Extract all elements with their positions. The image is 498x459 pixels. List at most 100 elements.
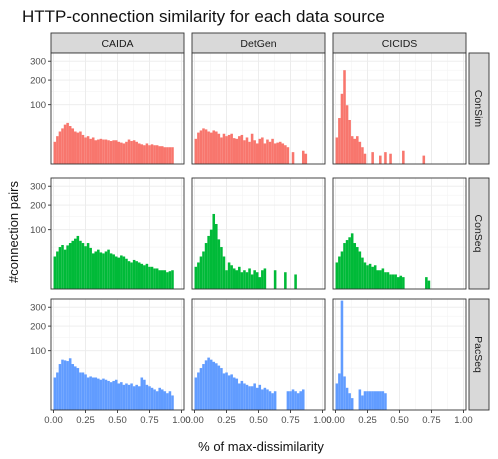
histogram-bar — [137, 143, 141, 164]
histogram-bar — [278, 141, 282, 164]
histogram-bar — [122, 384, 126, 410]
y-axis-label: #connection pairs — [6, 181, 21, 283]
histogram-bar — [168, 147, 172, 164]
histogram-bar — [366, 391, 369, 410]
histogram-bar — [122, 256, 126, 289]
histogram-bar — [125, 258, 128, 289]
histogram-bar — [112, 254, 115, 289]
histogram-bar — [127, 261, 131, 289]
histogram-bar — [394, 274, 397, 289]
histogram-bar — [163, 147, 167, 164]
histogram-bar — [102, 139, 105, 164]
histogram-bar — [56, 136, 59, 164]
histogram-bar — [291, 389, 295, 410]
histogram-bar — [222, 373, 226, 410]
panel-border — [191, 177, 326, 290]
histogram-bar — [225, 136, 228, 164]
x-tick-label: 0.25 — [76, 415, 95, 426]
panel-border — [332, 177, 467, 290]
histogram-bar — [338, 256, 341, 289]
histogram-bar — [255, 143, 259, 164]
histogram-bar — [215, 131, 218, 164]
histogram-bar — [381, 391, 385, 410]
histogram-bar — [66, 245, 69, 289]
histogram-bar — [61, 128, 64, 164]
histogram-bar — [125, 383, 128, 410]
panel-border — [332, 52, 467, 165]
histogram-bar — [61, 244, 64, 289]
histogram-bar — [250, 133, 254, 164]
histogram-bar — [356, 247, 359, 289]
histogram-bar — [204, 243, 208, 289]
histogram-bar — [79, 372, 82, 410]
histogram-bar — [143, 145, 146, 164]
panel-border — [191, 52, 326, 165]
histogram-bar — [158, 387, 161, 410]
histogram-bar — [240, 272, 244, 289]
histogram-bar — [76, 132, 80, 164]
histogram-bar — [166, 272, 169, 289]
histogram-bar — [68, 358, 72, 410]
histogram-bar — [63, 124, 67, 164]
histogram-bar — [91, 253, 95, 289]
histogram-bar — [389, 274, 392, 289]
histogram-bar — [143, 379, 146, 410]
histogram-bar — [127, 139, 131, 164]
histogram-bar — [294, 274, 297, 289]
histogram-bar — [350, 233, 354, 289]
histogram-bar — [366, 265, 369, 289]
x-tick-label: 0.25 — [217, 415, 236, 426]
histogram-bar — [358, 251, 362, 289]
x-tick-label: 0.75 — [140, 415, 159, 426]
histogram-bar — [373, 265, 377, 289]
histogram-bar — [230, 374, 233, 410]
histogram-bar — [353, 243, 357, 289]
histogram-bar — [153, 145, 156, 164]
histogram-bar — [335, 262, 339, 289]
histogram-bar — [209, 359, 213, 410]
histogram-bar — [291, 152, 295, 164]
strip-label: PacSeq — [472, 336, 484, 373]
histogram-bar — [171, 395, 174, 410]
histogram-bar — [240, 380, 244, 410]
histogram-bar — [76, 235, 80, 289]
histogram-bar — [135, 261, 138, 289]
histogram-bar — [94, 377, 98, 410]
histogram-bar — [120, 382, 123, 410]
histogram-bar — [122, 143, 126, 164]
histogram-bar — [53, 377, 57, 410]
histogram-bar — [245, 137, 249, 164]
histogram-bar — [153, 389, 156, 410]
histogram-bar — [253, 383, 256, 410]
y-tick-label: 100 — [30, 100, 46, 111]
histogram-bar — [225, 270, 228, 289]
histogram-bar — [250, 386, 254, 410]
strip-label: CICIDS — [382, 38, 418, 50]
histogram-bar — [148, 266, 151, 289]
histogram-bar — [58, 364, 62, 410]
histogram-bar — [94, 140, 98, 164]
histogram-bar — [212, 213, 216, 289]
histogram-bar — [150, 266, 154, 289]
histogram-bar — [99, 252, 103, 289]
histogram-bar — [207, 131, 210, 164]
strip-box — [468, 298, 490, 411]
histogram-bar — [261, 389, 264, 410]
histogram-bar — [112, 380, 115, 410]
histogram-bar — [86, 136, 90, 164]
histogram-bar — [148, 145, 151, 164]
histogram-bar — [99, 138, 103, 164]
histogram-bar — [301, 150, 305, 164]
histogram-bar — [199, 130, 203, 164]
histogram-bar — [361, 395, 364, 410]
histogram-bar — [425, 277, 428, 289]
x-tick-label: 1.00 — [313, 415, 332, 426]
histogram-bar — [168, 391, 172, 410]
histogram-bar — [202, 251, 205, 289]
strip-label: ConSim — [472, 90, 484, 128]
histogram-bar — [89, 247, 92, 289]
histogram-bar — [289, 391, 292, 410]
x-tick-label: 0.00 — [326, 415, 345, 426]
histogram-bar — [248, 386, 251, 410]
histogram-bar — [145, 143, 149, 164]
